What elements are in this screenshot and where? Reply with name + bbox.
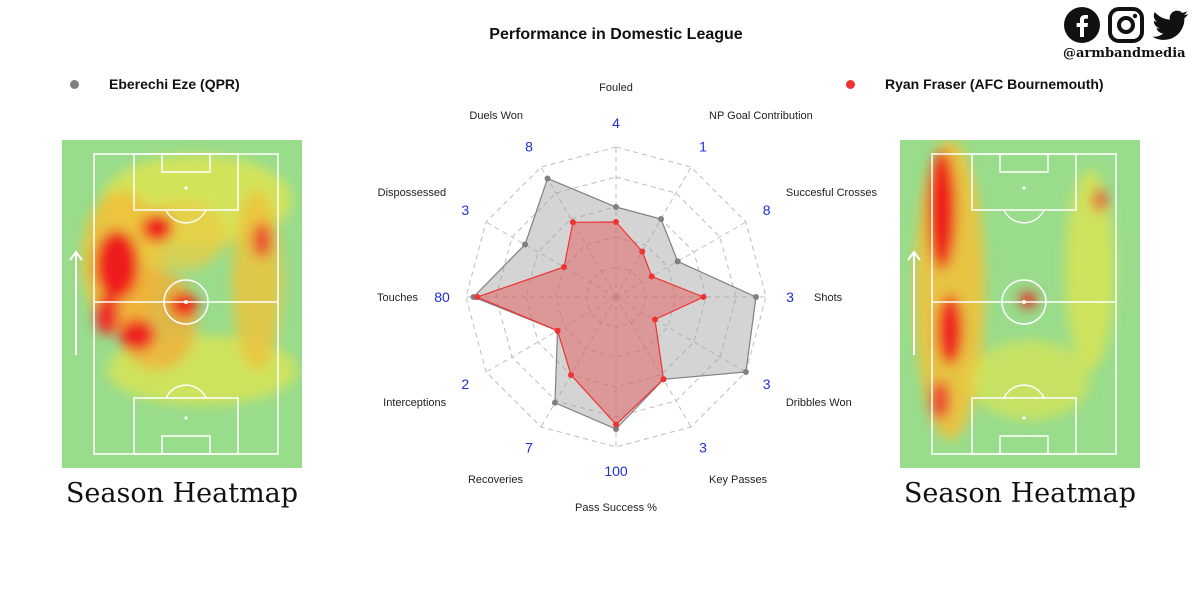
- axis-label: Touches: [377, 292, 418, 304]
- axis-max-label: 3: [786, 289, 794, 305]
- axis-label: Succesful Crosses: [786, 187, 878, 199]
- axis-max-label: 2: [461, 376, 469, 392]
- social-handle[interactable]: @armbandmedia: [1063, 46, 1186, 61]
- radar-spoke: [615, 296, 747, 373]
- axis-max-label: 1: [699, 138, 707, 154]
- legend-label-player-2: Ryan Fraser (AFC Bournemouth): [885, 76, 1104, 92]
- radar-spoke: [485, 296, 617, 373]
- data-point-eze: [753, 294, 759, 300]
- axis-max-label: 8: [763, 202, 771, 218]
- axis-label: NP Goal Contribution: [709, 110, 813, 122]
- legend-player-1: Eberechi Eze (QPR): [70, 76, 240, 92]
- data-point-eze: [551, 399, 558, 406]
- data-point-fraser: [648, 273, 655, 280]
- data-point-fraser: [569, 219, 576, 226]
- axis-label: Shots: [814, 292, 843, 304]
- data-point-eze: [674, 258, 681, 265]
- data-point-eze: [658, 216, 664, 223]
- data-point-fraser: [554, 327, 561, 334]
- data-point-eze: [522, 241, 529, 248]
- radar-spoke: [540, 166, 617, 298]
- axis-max-label: 7: [525, 440, 533, 456]
- radar-spoke: [485, 221, 617, 298]
- axis-max-label: 3: [699, 440, 707, 456]
- heatmap-caption-eze: Season Heatmap: [65, 478, 299, 509]
- axis-label: Dispossessed: [378, 187, 446, 199]
- data-point-eze: [544, 175, 551, 182]
- data-point-fraser: [568, 371, 574, 378]
- axis-max-label: 8: [525, 138, 533, 154]
- axis-label: Dribbles Won: [786, 397, 852, 409]
- heatmap-eze: [62, 140, 302, 468]
- arrow-up-icon: [69, 250, 83, 355]
- social-block: @armbandmedia: [1063, 6, 1193, 61]
- instagram-icon[interactable]: [1107, 6, 1145, 44]
- chart-title: Performance in Domestic League: [489, 26, 743, 43]
- axis-max-label: 80: [434, 289, 450, 305]
- axis-label: Interceptions: [383, 397, 446, 409]
- heatmap-caption-fraser: Season Heatmap: [903, 478, 1137, 509]
- data-point-fraser: [613, 421, 619, 428]
- data-point-fraser: [561, 264, 568, 270]
- facebook-icon[interactable]: [1063, 6, 1101, 44]
- arrow-up-icon: [907, 250, 921, 355]
- legend-player-2: Ryan Fraser (AFC Bournemouth): [846, 76, 1104, 92]
- axis-max-label: 3: [461, 202, 469, 218]
- legend-marker-grey: [70, 79, 79, 89]
- axis-label: Duels Won: [469, 110, 523, 122]
- data-point-fraser: [639, 248, 646, 255]
- axis-label: Fouled: [599, 82, 633, 94]
- axis-max-label: 3: [763, 376, 771, 392]
- axis-label: Pass Success %: [575, 502, 657, 514]
- data-point-eze: [613, 426, 619, 432]
- data-point-fraser: [613, 219, 619, 225]
- data-point-fraser: [474, 294, 481, 300]
- radar-chart: 4 Fouled 1 NP Goal Contribution 8 Succesful C…: [377, 82, 878, 514]
- axis-label: Key Passes: [709, 474, 768, 486]
- data-point-fraser: [660, 376, 667, 383]
- radar-spoke: [615, 221, 747, 298]
- axis-max-label: 4: [612, 115, 620, 131]
- axis-label: Recoveries: [468, 474, 524, 486]
- axis-max-label: 100: [604, 463, 628, 479]
- radar-grid-ring: [465, 146, 767, 448]
- data-point-fraser: [700, 294, 707, 300]
- legend-marker-red: [846, 79, 855, 89]
- heatmap-fraser: [900, 140, 1140, 468]
- radar-spoke: [615, 296, 692, 428]
- twitter-icon[interactable]: [1151, 6, 1191, 44]
- legend-label-player-1: Eberechi Eze (QPR): [109, 76, 240, 92]
- data-point-eze: [613, 204, 619, 210]
- data-point-fraser: [651, 316, 658, 323]
- data-point-eze: [742, 369, 749, 375]
- radar-spoke: [615, 166, 692, 298]
- radar-spoke: [540, 296, 617, 428]
